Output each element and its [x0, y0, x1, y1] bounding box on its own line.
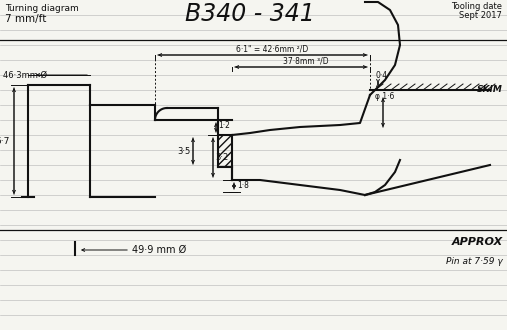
Text: SKIM: SKIM [477, 84, 503, 93]
Text: APPROX: APPROX [452, 237, 503, 247]
Text: φ 1·6: φ 1·6 [375, 92, 394, 101]
Text: Tooling date: Tooling date [451, 2, 502, 11]
Text: Sept 2017: Sept 2017 [459, 11, 502, 20]
Text: Pin at 7·59 γ: Pin at 7·59 γ [446, 257, 503, 267]
Text: 46·3mm Ø: 46·3mm Ø [3, 71, 47, 80]
Text: 5·7: 5·7 [0, 137, 10, 146]
Text: 49·9 mm Ø: 49·9 mm Ø [132, 245, 186, 255]
Text: Turning diagram: Turning diagram [5, 4, 79, 13]
Text: 0·4: 0·4 [375, 71, 387, 80]
Text: 6·1" = 42·6mm ²/D: 6·1" = 42·6mm ²/D [236, 45, 309, 54]
Text: 1·2: 1·2 [218, 121, 230, 130]
Text: 7 mm/ft: 7 mm/ft [5, 14, 46, 24]
Text: 37·8mm ³/D: 37·8mm ³/D [283, 57, 329, 66]
Text: B340 - 341: B340 - 341 [185, 2, 315, 26]
Text: 1·8: 1·8 [237, 182, 249, 190]
Text: 3·5: 3·5 [178, 147, 191, 155]
Text: 3·2: 3·2 [215, 153, 228, 162]
